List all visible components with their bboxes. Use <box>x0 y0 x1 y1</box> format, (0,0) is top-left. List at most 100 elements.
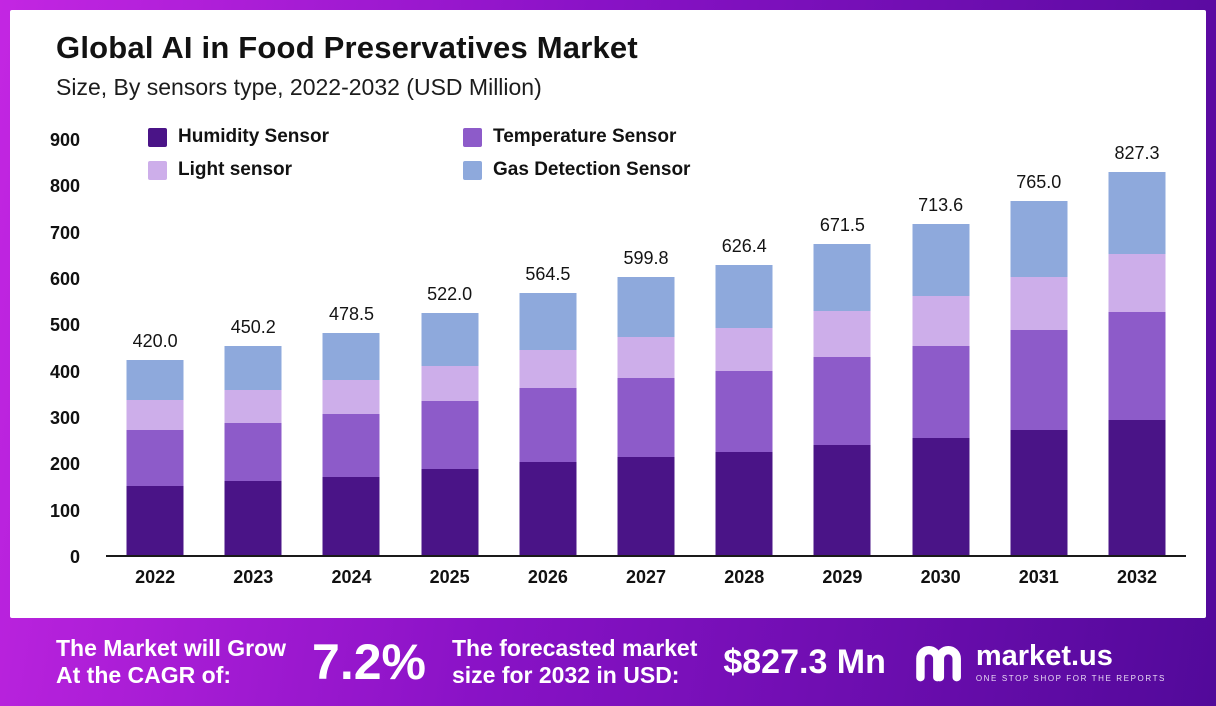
bar-group-2028: 626.4 2028 <box>695 140 793 587</box>
forecast-caption-line2: size for 2032 in USD: <box>451 662 680 688</box>
x-axis-label: 2031 <box>1018 567 1059 587</box>
bar-group-2024: 478.5 2024 <box>302 140 400 587</box>
bar-segment-light-sensor <box>1010 277 1068 331</box>
plot-area: 420.0 2022 450.2 2023 478.5 2024 522.0 2025 564.… <box>106 140 1186 587</box>
brand-text: market.us ONE STOP SHOP FOR THE REPORTS <box>975 639 1166 683</box>
bar-total-label: 827.3 <box>1114 142 1160 163</box>
bar-segment-temperature-sensor <box>715 370 773 453</box>
bar-segment-humidity-sensor <box>813 444 871 555</box>
x-axis-label: 2027 <box>626 567 667 587</box>
y-tick-label: 500 <box>49 315 80 336</box>
y-tick-label: 300 <box>49 408 80 428</box>
bar-total-label: 450.2 <box>230 317 276 338</box>
y-tick-label: 100 <box>49 500 80 521</box>
stacked-bar <box>912 224 970 555</box>
legend-swatch-icon <box>148 160 167 180</box>
brand-name: market.us <box>975 639 1113 672</box>
bar-segment-temperature-sensor <box>617 378 675 457</box>
forecast-value: $827.3 Mn <box>723 643 886 681</box>
cagr-value: 7.2% <box>312 634 426 690</box>
legend-swatch-icon <box>148 127 167 147</box>
bar-segment-gas-detection-sensor <box>1108 171 1166 254</box>
bar-segment-humidity-sensor <box>519 462 577 555</box>
bar-segment-gas-detection-sensor <box>519 293 577 351</box>
bar-segment-humidity-sensor <box>224 480 282 555</box>
bar-total-label: 478.5 <box>328 304 374 325</box>
bar-segment-light-sensor <box>224 390 282 423</box>
bar-segment-temperature-sensor <box>224 422 282 481</box>
bar-segment-light-sensor <box>519 350 577 389</box>
y-tick-label: 200 <box>49 454 80 475</box>
bar-segment-humidity-sensor <box>322 477 380 555</box>
bar-segment-gas-detection-sensor <box>912 224 970 296</box>
x-axis-label: 2026 <box>527 567 568 587</box>
bar-segment-gas-detection-sensor <box>617 277 675 338</box>
bar-segment-light-sensor <box>617 337 675 379</box>
bar-total-label: 765.0 <box>1016 171 1062 192</box>
bar-segment-temperature-sensor <box>322 413 380 478</box>
bar-group-2022: 420.0 2022 <box>106 140 204 587</box>
bar-segment-temperature-sensor <box>1010 330 1068 430</box>
bar-segment-light-sensor <box>126 399 184 430</box>
x-axis-label: 2024 <box>331 567 372 587</box>
stacked-bar <box>1108 171 1166 555</box>
legend-label: Light sensor <box>178 159 293 180</box>
bar-total-label: 420.0 <box>132 331 178 352</box>
page-subtitle: Size, By sensors type, 2022-2032 (USD Mi… <box>56 74 542 100</box>
x-axis-label: 2032 <box>1116 567 1157 587</box>
bar-segment-humidity-sensor <box>912 438 970 555</box>
y-tick-label: 400 <box>49 361 80 382</box>
legend-item: Humidity Sensor <box>148 126 463 148</box>
bar-segment-humidity-sensor <box>1108 419 1166 555</box>
x-axis-label: 2028 <box>724 567 765 587</box>
x-axis-label: 2023 <box>233 567 274 587</box>
bar-segment-temperature-sensor <box>421 400 479 470</box>
stacked-bar <box>715 264 773 555</box>
bar-total-label: 564.5 <box>525 264 571 285</box>
y-tick-label: 600 <box>49 269 80 289</box>
legend-label: Temperature Sensor <box>493 126 677 147</box>
bar-segment-humidity-sensor <box>617 456 675 555</box>
cagr-caption: The Market will Grow At the CAGR of: <box>56 635 286 689</box>
bar-group-2029: 671.5 2029 <box>793 140 891 587</box>
forecast-caption: The forecasted market size for 2032 in U… <box>452 635 697 689</box>
bar-group-2025: 522.0 2025 <box>401 140 499 587</box>
bar-group-2027: 599.8 2027 <box>597 140 695 587</box>
stacked-bar <box>126 360 184 555</box>
bar-segment-gas-detection-sensor <box>813 243 871 311</box>
x-axis-label: 2025 <box>429 567 470 587</box>
chart-card: Global AI in Food Preservatives Market S… <box>10 10 1206 618</box>
bar-segment-gas-detection-sensor <box>126 360 184 400</box>
bar-segment-temperature-sensor <box>519 388 577 463</box>
bar-segment-humidity-sensor <box>126 485 184 555</box>
legend-label: Humidity Sensor <box>178 126 329 147</box>
stacked-bar <box>1010 200 1068 555</box>
y-tick-label: 900 <box>49 130 80 150</box>
x-axis-label: 2022 <box>135 567 176 587</box>
bar-group-2030: 713.6 2030 <box>892 140 990 587</box>
legend-label: Gas Detection Sensor <box>493 159 691 180</box>
forecast-caption-line1: The forecasted market <box>451 634 698 661</box>
brand-logo: market.us ONE STOP SHOP FOR THE REPORTS <box>912 637 1166 687</box>
bar-segment-humidity-sensor <box>1010 429 1068 555</box>
stacked-bar <box>617 277 675 555</box>
bar-group-2031: 765.0 2031 <box>990 140 1088 587</box>
page-title: Global AI in Food Preservatives Market <box>56 30 638 65</box>
stacked-bar <box>421 313 479 555</box>
brand-tagline: ONE STOP SHOP FOR THE REPORTS <box>975 673 1166 683</box>
bar-segment-light-sensor <box>813 310 871 357</box>
cagr-caption-line1: The Market will Grow <box>56 634 287 661</box>
legend-swatch-icon <box>463 127 482 147</box>
bar-segment-humidity-sensor <box>715 452 773 555</box>
bar-segment-gas-detection-sensor <box>715 264 773 328</box>
bar-segment-humidity-sensor <box>421 469 479 555</box>
legend-item: Gas Detection Sensor <box>463 159 690 181</box>
bar-group-2032: 827.3 2032 <box>1088 140 1186 587</box>
y-tick-label: 0 <box>69 547 80 567</box>
market-us-logo-icon <box>916 646 961 682</box>
legend-item: Temperature Sensor <box>463 126 690 148</box>
bar-total-label: 626.4 <box>721 235 767 256</box>
bar-group-2023: 450.2 2023 <box>204 140 302 587</box>
bar-segment-light-sensor <box>912 295 970 346</box>
bar-segment-light-sensor <box>421 365 479 401</box>
